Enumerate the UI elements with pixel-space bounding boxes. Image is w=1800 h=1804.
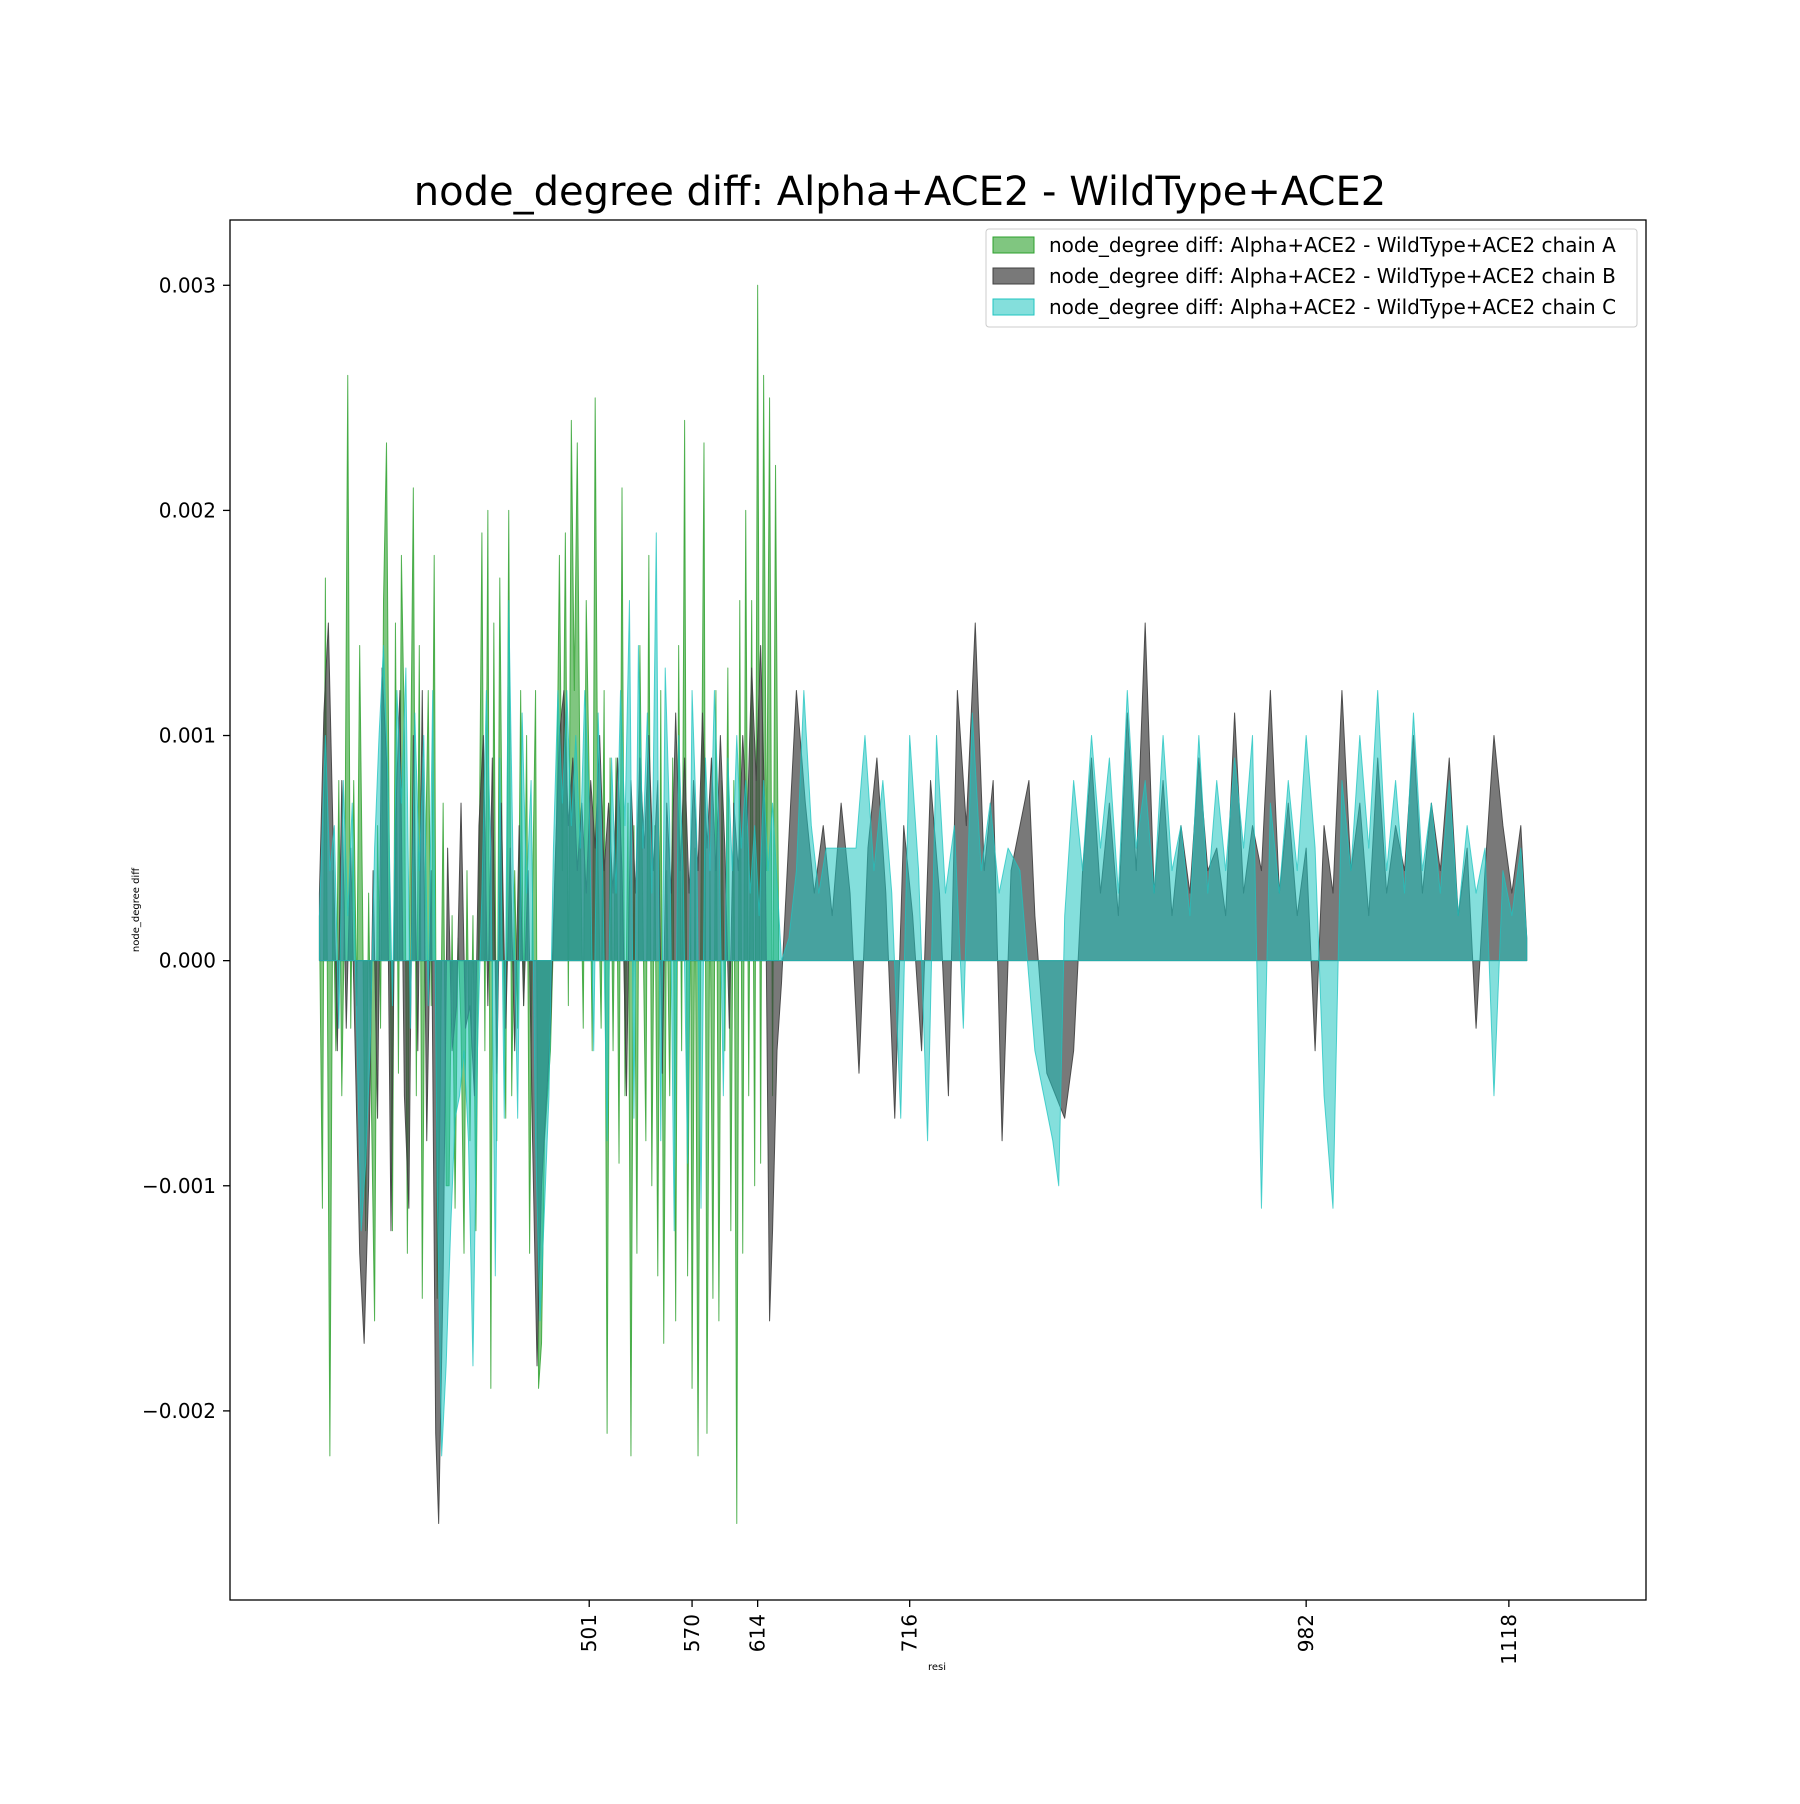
y-axis: −0.002 −0.001 0.000 0.001 0.002 0.003 (142, 273, 230, 1423)
legend-swatch-chain-c (992, 298, 1035, 316)
y-tick-label: 0.000 (159, 949, 216, 973)
chart-title: node_degree diff: Alpha+ACE2 - WildType+… (414, 169, 1386, 215)
y-tick-label: 0.002 (159, 498, 216, 522)
legend-swatch-chain-a (992, 236, 1035, 254)
legend: node_degree diff: Alpha+ACE2 - WildType+… (985, 228, 1638, 328)
series-layer (318, 284, 1528, 1524)
x-tick-label: 570 (680, 1614, 704, 1652)
y-tick-label: 0.003 (159, 273, 216, 297)
x-axis-label: resi (928, 1662, 946, 1673)
legend-label-chain-a: node_degree diff: Alpha+ACE2 - WildType+… (1049, 233, 1616, 257)
legend-label-chain-b: node_degree diff: Alpha+ACE2 - WildType+… (1049, 264, 1616, 288)
legend-swatch-chain-b (992, 267, 1035, 285)
series-area-chain-c (318, 532, 1528, 1457)
x-tick-label: 716 (898, 1614, 922, 1652)
plot-frame (229, 219, 1647, 1601)
y-axis-label: node_degree diff (131, 867, 142, 952)
legend-box (985, 228, 1638, 328)
legend-label-chain-c: node_degree diff: Alpha+ACE2 - WildType+… (1049, 295, 1616, 319)
y-tick-label: −0.001 (142, 1174, 216, 1198)
x-tick-label: 501 (577, 1614, 601, 1652)
x-tick-label: 614 (746, 1614, 770, 1652)
x-tick-label: 982 (1294, 1614, 1318, 1652)
y-tick-label: −0.002 (142, 1399, 216, 1423)
x-axis: 501 570 614 716 982 1118 (577, 1600, 1521, 1665)
series-area-chain-a (318, 284, 780, 1524)
x-tick-label: 1118 (1497, 1614, 1521, 1665)
y-tick-label: 0.001 (159, 724, 216, 748)
